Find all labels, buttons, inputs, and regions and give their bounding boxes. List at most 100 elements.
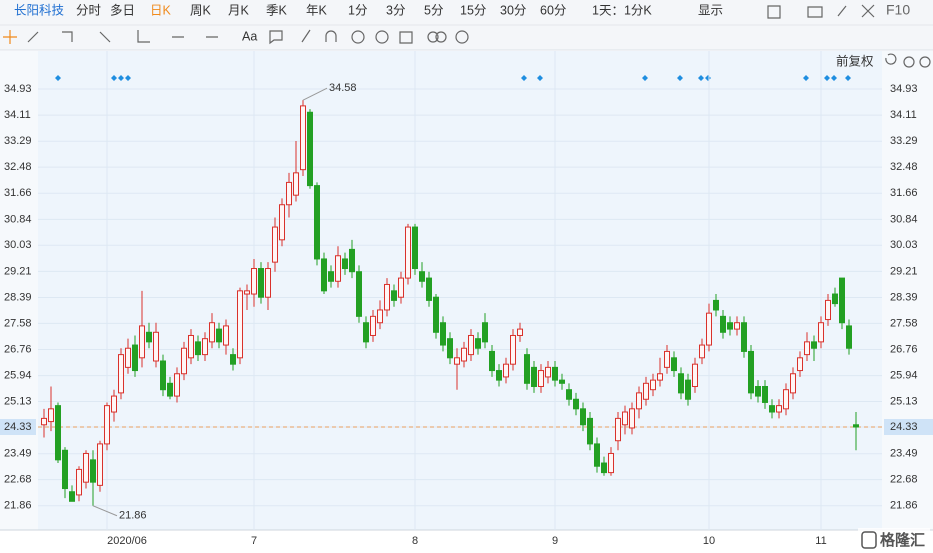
candle-body [363,322,369,343]
annotation: 34.58 [329,82,357,94]
candle-body [769,405,775,413]
candle-body [783,389,789,410]
candle-body [734,322,740,330]
candle-body [790,373,796,394]
y-tick-label-right: 24.33 [890,421,918,433]
candle-body [279,204,285,241]
candle-body [629,408,635,429]
candle-body [272,226,278,263]
candle-body [41,417,47,426]
candle-body [209,322,215,343]
candle-body [489,350,495,372]
candle-body [307,111,313,187]
period-tab[interactable]: 30分 [500,3,526,17]
candle-body [657,373,663,381]
period-tab[interactable]: 多日 [110,3,135,17]
candle-body [265,268,271,298]
candle-body [552,366,558,381]
period-tab[interactable]: 分时 [76,3,102,17]
y-tick-label-right: 23.49 [890,448,918,460]
candle-body [839,277,845,324]
candle-body [832,293,838,305]
period-tab[interactable]: 5分 [424,3,443,17]
period-tab[interactable]: 周K [190,3,212,17]
stock-name[interactable]: 长阳科技 [14,3,65,17]
period-tab-active[interactable]: 日K [150,3,172,17]
x-tick-label: 10 [703,535,715,547]
candle-body [713,299,719,311]
candle-body [321,258,327,292]
draw-icons[interactable] [27,30,283,45]
candle-body [251,268,257,295]
candle-body [202,338,208,356]
period-tab[interactable]: 季K [266,3,288,17]
candle-body [587,417,593,445]
candle-body [433,296,439,333]
y-tick-label-right: 30.03 [890,239,918,251]
tool-icons[interactable] [301,29,413,44]
text-tool[interactable]: Aa [242,29,257,43]
candle-body [90,459,96,483]
candle-body [538,370,544,388]
period-tab[interactable]: 月K [228,3,250,17]
right-icons[interactable] [767,4,875,19]
candle-body [853,424,859,428]
candle-body [335,255,341,282]
y-tick-label: 34.11 [4,109,31,121]
x-tick-label: 11 [815,535,826,547]
adjust-menu[interactable]: 前复权 [836,53,874,68]
y-tick-label: 28.39 [4,291,32,303]
y-tick-label-right: 21.86 [890,500,918,512]
candle-body [482,322,488,343]
candle-body [468,334,474,356]
y-tick-label: 29.21 [4,265,32,277]
candle-body [685,379,691,400]
candle-body [62,449,68,490]
candle-body [461,347,467,362]
candle-body [83,452,89,483]
candle-body [475,338,481,349]
candle-body [762,386,768,403]
y-tick-label: 27.58 [4,317,32,329]
setting-icons[interactable] [427,30,469,44]
candle-body [48,408,54,423]
toolbar-icons [3,4,931,68]
candle-body [804,341,810,356]
y-tick-label-right: 28.39 [890,291,918,303]
display-menu[interactable]: 显示 [698,3,723,17]
y-tick-label: 30.03 [4,239,32,251]
period-tab[interactable]: 60分 [540,3,566,17]
candle-body [342,258,348,270]
watermark-logo [861,531,877,549]
candle-body [377,309,383,324]
candle-body [545,366,551,378]
candle-body [286,181,292,206]
marks [41,100,859,506]
period-tab[interactable]: 3分 [386,3,405,17]
period-tab[interactable]: 1天：1分K [592,3,652,17]
y-tick-label: 33.29 [4,135,32,147]
candle-body [258,268,264,298]
candle-body [797,357,803,372]
candle-body [622,411,628,426]
period-tab[interactable]: 1分 [348,3,367,17]
candle-body [594,443,600,467]
period-tab[interactable]: 15分 [460,3,486,17]
f10-button[interactable]: F10 [886,2,910,18]
y-tick-label-right: 25.94 [890,370,918,382]
period-tab[interactable]: 年K [306,3,328,17]
annotation: 21.86 [119,510,147,522]
zoom-icons[interactable] [885,53,931,68]
candle-body [69,491,75,502]
y-tick-label-right: 29.21 [890,265,918,277]
candle-body [426,277,432,301]
y-tick-label-right: 25.13 [890,395,918,407]
price-badge [884,419,933,436]
crosshair-icon[interactable] [3,30,17,44]
candle-body [160,360,166,391]
candle-body [650,379,656,391]
candle-body [692,363,698,388]
candle-body [671,357,677,372]
candle-body [118,354,124,394]
labels: 34.93 34.93 34.11 34.11 33.29 33.29 32.48 32.48… [0,82,933,547]
